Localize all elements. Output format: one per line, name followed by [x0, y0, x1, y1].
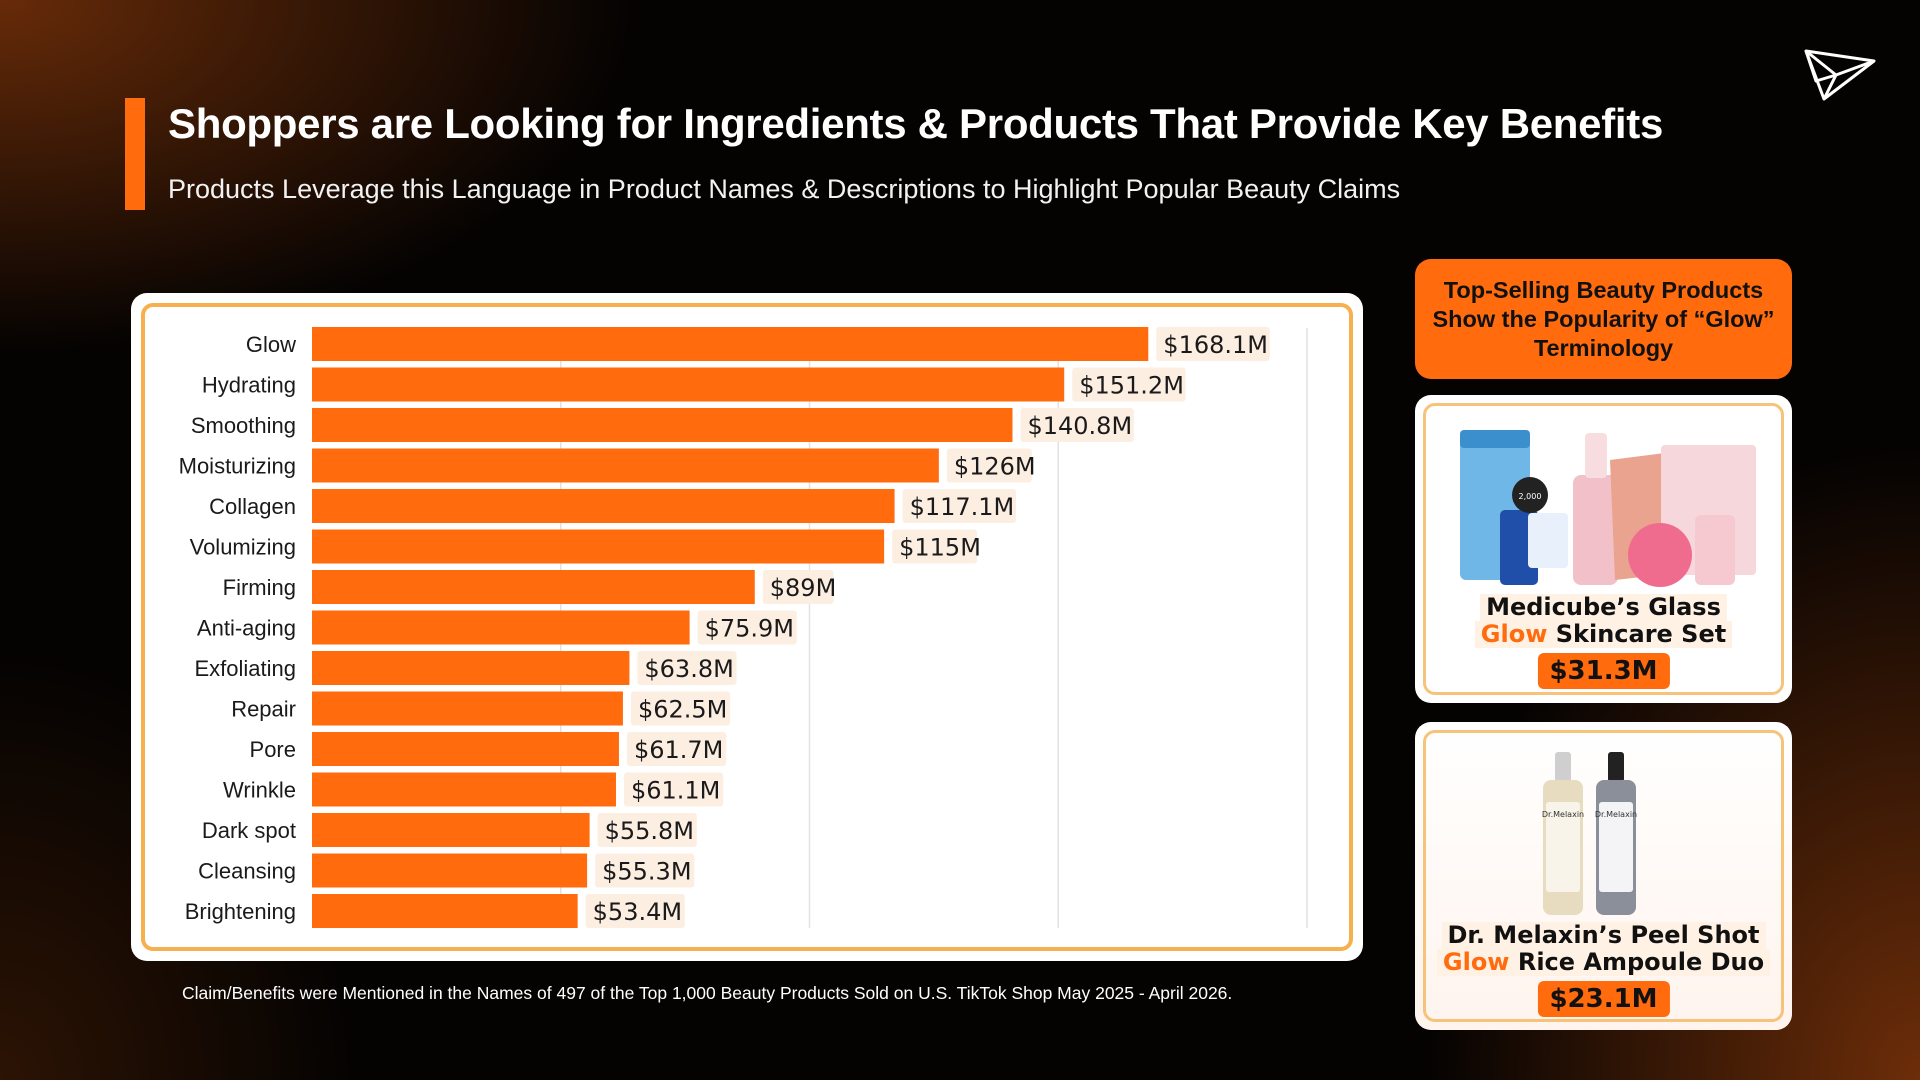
bar [312, 529, 885, 564]
page-title: Shoppers are Looking for Ingredients & P… [168, 100, 1664, 147]
value-label-bg [597, 813, 697, 847]
value-label-bg [1156, 327, 1270, 361]
side-panel-header-text: Top-Selling Beauty Products Show the Pop… [1432, 276, 1775, 361]
category-label: Firming [223, 575, 296, 600]
category-label: Glow [246, 332, 296, 357]
value-label: $115M [899, 534, 981, 562]
page-subtitle: Products Leverage this Language in Produ… [168, 174, 1401, 204]
value-label: $62.5M [638, 696, 727, 724]
product-name-medicube: Medicube’s Glass Glow Skincare Set [1415, 594, 1792, 648]
svg-text:2,000: 2,000 [1519, 492, 1542, 501]
value-label-bg [1020, 408, 1134, 442]
value-label: $55.3M [602, 858, 691, 886]
value-label-bg [637, 651, 737, 685]
category-label: Cleansing [198, 859, 296, 884]
value-label-bg [697, 610, 797, 645]
value-label-bg [630, 691, 731, 726]
category-label: Pore [250, 737, 296, 762]
bar [312, 408, 1013, 442]
bar-chart: Glow $168.1M Hydrating $151.2M Smoothing $140… [179, 327, 1308, 928]
bar [312, 772, 616, 807]
value-label: $75.9M [705, 615, 794, 643]
category-label: Smoothing [191, 413, 296, 438]
product-name-line2: Rice Ampoule Duo [1517, 948, 1765, 976]
svg-text:Dr.Melaxin: Dr.Melaxin [1542, 810, 1584, 819]
side-panel-header: Top-Selling Beauty Products Show the Pop… [1415, 259, 1792, 379]
glow-highlight: Glow [1480, 620, 1548, 648]
product-name-line1: Dr. Melaxin’s Peel Shot [1441, 922, 1766, 949]
category-label: Volumizing [190, 535, 296, 560]
bar [312, 853, 588, 888]
category-label: Exfoliating [194, 656, 296, 681]
value-label-bg [902, 489, 1016, 523]
value-label-bg [762, 570, 834, 604]
skincare-set-image-icon: 2,000 [1460, 430, 1756, 587]
bar [312, 367, 1065, 402]
bar [312, 651, 630, 685]
bar [312, 894, 578, 928]
value-label: $126M [954, 453, 1036, 481]
value-label: $63.8M [644, 655, 733, 683]
ampoule-duo-image-icon: Dr.Melaxin Dr.Melaxin [1542, 752, 1637, 915]
value-label: $61.7M [634, 736, 723, 764]
category-label: Brightening [185, 899, 296, 924]
bar [312, 732, 619, 766]
category-label: Repair [231, 697, 296, 722]
category-label: Wrinkle [223, 778, 296, 803]
bar [312, 489, 895, 523]
product-name-dr-melaxin: Dr. Melaxin’s Peel Shot Glow Rice Ampoul… [1415, 922, 1792, 976]
value-label: $89M [770, 574, 837, 602]
category-label: Hydrating [202, 373, 296, 398]
value-label-bg [623, 772, 724, 807]
value-label-bg [585, 894, 685, 928]
value-label-bg [595, 853, 695, 888]
category-label: Moisturizing [179, 454, 296, 479]
value-label: $140.8M [1027, 412, 1132, 440]
bar [312, 813, 590, 847]
bar [312, 327, 1149, 361]
category-label: Collagen [209, 494, 296, 519]
paper-plane-logo-icon [1804, 49, 1876, 101]
value-label-bg [1072, 367, 1186, 402]
title-accent-bar [125, 98, 145, 210]
value-label-bg [626, 732, 727, 766]
footnote: Claim/Benefits were Mentioned in the Nam… [182, 983, 1233, 1003]
product-name-line2: Skincare Set [1555, 620, 1727, 648]
price-badge-dr-melaxin: $23.1M [1537, 981, 1670, 1017]
product-card-medicube: 2,000 Medicube’s Glass Glow Skincare Set… [1415, 395, 1792, 703]
bar [312, 610, 690, 645]
value-label: $117.1M [910, 493, 1015, 521]
value-label: $53.4M [593, 898, 682, 926]
value-label: $168.1M [1163, 331, 1268, 359]
bar [312, 570, 755, 604]
product-name-line1: Medicube’s Glass [1480, 594, 1727, 621]
value-label-bg [892, 529, 978, 564]
chart-panel: Glow $168.1M Hydrating $151.2M Smoothing $140… [131, 293, 1363, 961]
value-label: $55.8M [605, 817, 694, 845]
bar [312, 448, 939, 483]
value-label-bg [946, 448, 1032, 483]
price-badge-medicube: $31.3M [1537, 653, 1670, 689]
glow-highlight: Glow [1442, 948, 1510, 976]
value-label: $151.2M [1079, 372, 1184, 400]
category-label: Dark spot [202, 818, 296, 843]
value-label: $61.1M [631, 777, 720, 805]
bar [312, 691, 623, 726]
category-label: Anti-aging [197, 616, 296, 641]
product-card-dr-melaxin: Dr.Melaxin Dr.Melaxin Dr. Melaxin’s Peel… [1415, 722, 1792, 1030]
svg-text:Dr.Melaxin: Dr.Melaxin [1595, 810, 1637, 819]
